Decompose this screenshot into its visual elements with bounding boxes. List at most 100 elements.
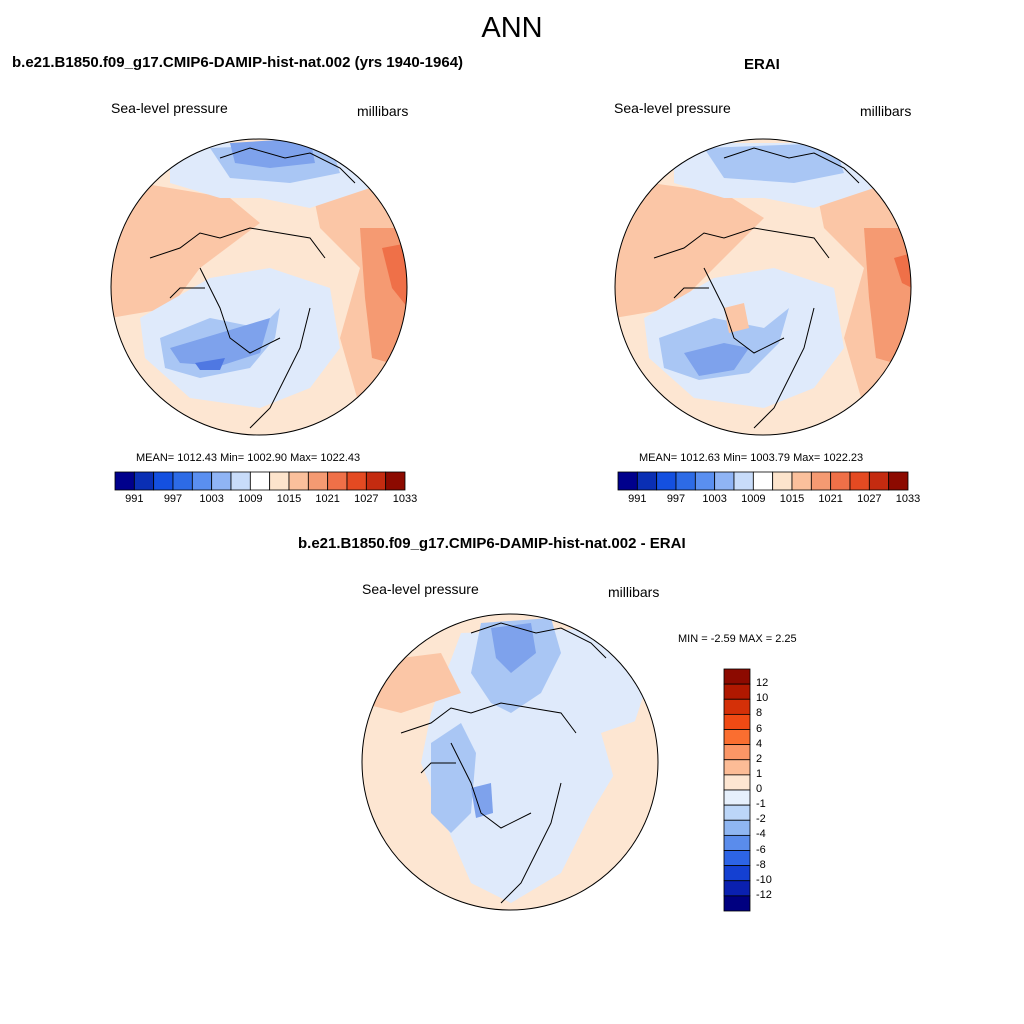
colorbar-tick-label: 8 [756,707,763,720]
colorbar-swatch [723,834,751,851]
left-units-label: millibars [357,103,409,119]
colorbar-swatch [849,471,870,491]
diff-variable-label: Sea-level pressure [362,581,479,597]
colorbar-tick-label: 1003 [702,493,727,505]
colorbar-swatch [752,471,774,491]
colorbar-tick-label: 2 [756,752,763,765]
colorbar-tick-label: -8 [756,858,766,871]
colorbar-tick-label: -12 [756,888,772,901]
colorbar-tick-label: 0 [756,783,763,795]
colorbar-tick-label: -1 [756,798,766,811]
cool-region [170,318,270,366]
colorbar-swatch [288,471,309,491]
colorbar-tick-label: 1027 [857,493,882,505]
colorbar-tick-label: 991 [125,493,144,505]
colorbar-swatch [249,471,271,491]
cool-region [704,143,844,183]
colorbar-swatch [230,471,251,491]
colorbar-swatch [723,713,751,730]
figure-title: ANN [481,12,543,44]
colorbar-tick-label: 4 [756,737,763,750]
warm-region [615,178,764,318]
colorbar-swatch [723,895,751,912]
colorbar-swatch [723,668,751,685]
right-panel-title: ERAI [744,56,780,73]
colorbar-tick-label: -10 [756,873,772,886]
colorbar-swatch [733,471,754,491]
left-polar-map [110,138,408,436]
colorbar-tick-label: 6 [756,722,763,735]
coastline [653,147,860,429]
colorbar-swatch [723,729,751,746]
colorbar-swatch [810,471,832,491]
diff-panel-title: b.e21.B1850.f09_g17.CMIP6-DAMIP-hist-nat… [298,535,686,552]
colorbar-tick-label: 1033 [392,493,418,505]
cool-region [431,723,476,833]
colorbar-tick-label: -2 [756,813,766,826]
colorbar-swatch [723,804,751,821]
colorbar-swatch [656,471,677,491]
right-colorbar-ticks: 991 997 1003 1009 1015 1021 1027 1033 [618,493,920,509]
cool-region [195,358,225,370]
colorbar-swatch [723,819,751,836]
colorbar-tick-label: 1027 [354,493,379,505]
colorbar-swatch [211,471,232,491]
right-variable-label: Sea-level pressure [614,100,731,116]
colorbar-tick-label: 1015 [276,493,302,505]
colorbar-swatch [791,471,812,491]
colorbar-tick-label: 1009 [741,493,766,505]
colorbar-swatch [694,471,716,491]
colorbar-tick-label: 997 [163,493,183,505]
colorbar-tick-label: 991 [628,493,647,505]
colorbar-swatch [723,744,751,761]
colorbar-swatch [723,774,751,791]
left-variable-label: Sea-level pressure [111,100,228,116]
colorbar-swatch [172,471,193,491]
warm-region [894,253,911,288]
coastline [149,147,356,429]
coastline [400,622,607,904]
colorbar-swatch [114,471,135,491]
colorbar-swatch [714,471,735,491]
cool-region [230,139,315,168]
colorbar-swatch [346,471,367,491]
cool-region [421,628,651,903]
left-colorbar [114,471,406,491]
colorbar-swatch [365,471,387,491]
colorbar-swatch [636,471,658,491]
colorbar-tick-label: 12 [756,677,769,690]
colorbar-tick-label: 10 [756,692,769,705]
colorbar-swatch [191,471,213,491]
colorbar-tick-label: 1033 [895,493,921,505]
diff-polar-map [361,613,659,911]
colorbar-swatch [723,683,751,700]
cool-region [471,783,493,818]
colorbar-swatch [723,789,751,806]
colorbar-swatch [868,471,890,491]
colorbar-tick-label: -4 [756,828,766,841]
colorbar-tick-label: 1003 [199,493,224,505]
colorbar-swatch [133,471,155,491]
map-boundary [110,138,408,436]
colorbar-swatch [675,471,696,491]
colorbar-tick-label: 997 [666,493,686,505]
diff-units-label: millibars [608,584,660,600]
left-panel-title: b.e21.B1850.f09_g17.CMIP6-DAMIP-hist-nat… [12,54,464,71]
colorbar-swatch [385,471,406,491]
cool-region [491,623,536,673]
left-stats: MEAN= 1012.43 Min= 1002.90 Max= 1022.43 [136,452,361,464]
warm-region [382,243,407,308]
colorbar-swatch [830,471,851,491]
diff-colorbar [723,668,751,912]
colorbar-swatch [153,471,174,491]
left-colorbar-ticks: 991 997 1003 1009 1015 1021 1027 1033 [115,493,417,509]
colorbar-swatch [723,759,751,776]
colorbar-swatch [888,471,909,491]
right-polar-map [614,138,912,436]
right-stats: MEAN= 1012.63 Min= 1003.79 Max= 1022.23 [639,452,864,464]
colorbar-swatch [772,471,793,491]
right-colorbar [617,471,909,491]
cool-region [684,343,749,376]
right-units-label: millibars [860,103,912,119]
map-boundary [614,138,912,436]
